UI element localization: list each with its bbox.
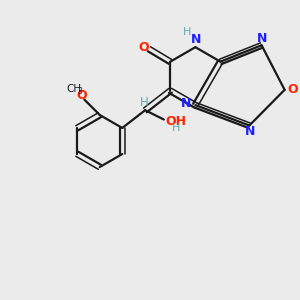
Text: N: N bbox=[181, 97, 191, 110]
Text: CH: CH bbox=[67, 84, 82, 94]
Text: O: O bbox=[76, 89, 87, 102]
Text: 3: 3 bbox=[78, 87, 82, 96]
Text: N: N bbox=[191, 33, 201, 46]
Text: OH: OH bbox=[166, 115, 187, 128]
Text: N: N bbox=[257, 32, 268, 45]
Text: O: O bbox=[139, 41, 149, 54]
Text: H: H bbox=[183, 27, 191, 37]
Text: O: O bbox=[287, 83, 298, 96]
Text: H: H bbox=[140, 96, 149, 109]
Text: N: N bbox=[245, 125, 255, 138]
Text: H: H bbox=[172, 123, 180, 133]
